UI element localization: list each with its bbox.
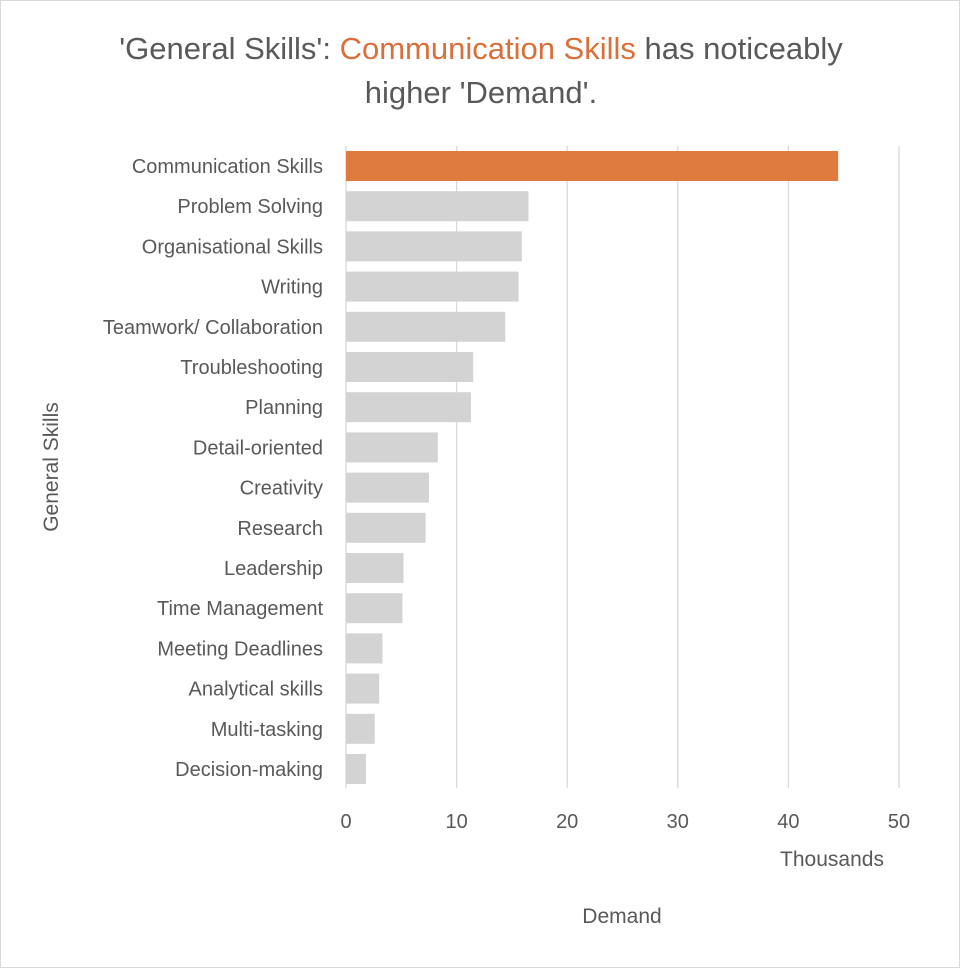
category-label: Decision-making <box>175 759 323 781</box>
bar <box>346 553 404 583</box>
x-tick-label: 50 <box>888 811 910 833</box>
category-label: Meeting Deadlines <box>157 638 323 660</box>
category-label: Organisational Skills <box>142 236 323 258</box>
x-tick-label: 10 <box>445 811 467 833</box>
x-tick-label: 20 <box>556 811 578 833</box>
chart-title-highlight: Communication Skills <box>339 31 636 66</box>
category-label: Writing <box>261 277 323 299</box>
category-label: Teamwork/ Collaboration <box>103 317 323 339</box>
chart-title: 'General Skills': Communication Skills h… <box>81 27 881 115</box>
category-label: Planning <box>245 397 323 419</box>
bar <box>346 673 380 704</box>
category-label: Analytical skills <box>189 679 323 701</box>
bar <box>346 231 522 262</box>
y-axis-title: General Skills <box>40 402 63 532</box>
bar <box>346 311 506 342</box>
bar <box>346 472 429 503</box>
bar <box>346 392 471 423</box>
category-label: Communication Skills <box>132 156 323 178</box>
x-tick-label: 30 <box>667 811 689 833</box>
chart-title-prefix: 'General Skills': <box>119 31 340 66</box>
category-label: Research <box>237 518 323 540</box>
category-labels: Communication Skills Problem Solving Organ… <box>103 156 324 781</box>
bar <box>346 191 529 222</box>
bar <box>346 754 366 784</box>
category-label: Detail-oriented <box>193 437 323 459</box>
x-tick-labels: 0 10 20 30 40 50 <box>340 811 910 833</box>
bar <box>346 151 839 181</box>
bar <box>346 713 375 744</box>
bar <box>346 432 438 463</box>
x-tick-label: 40 <box>777 811 799 833</box>
bar <box>346 593 403 624</box>
bar <box>346 633 383 664</box>
category-label: Multi-tasking <box>211 719 323 741</box>
x-tick-label: 0 <box>340 811 351 833</box>
category-label: Time Management <box>157 598 323 620</box>
bar <box>346 512 426 543</box>
category-label: Problem Solving <box>177 196 323 218</box>
category-label: Creativity <box>240 478 323 500</box>
bar <box>346 271 519 302</box>
chart-title-suffix: has noticeably higher 'Demand'. <box>364 31 843 110</box>
bar <box>346 352 474 382</box>
category-label: Troubleshooting <box>180 357 323 379</box>
x-unit-label: Thousands <box>780 848 884 871</box>
category-label: Leadership <box>224 558 323 580</box>
x-axis-title: Demand <box>582 905 661 928</box>
bars <box>346 151 839 784</box>
